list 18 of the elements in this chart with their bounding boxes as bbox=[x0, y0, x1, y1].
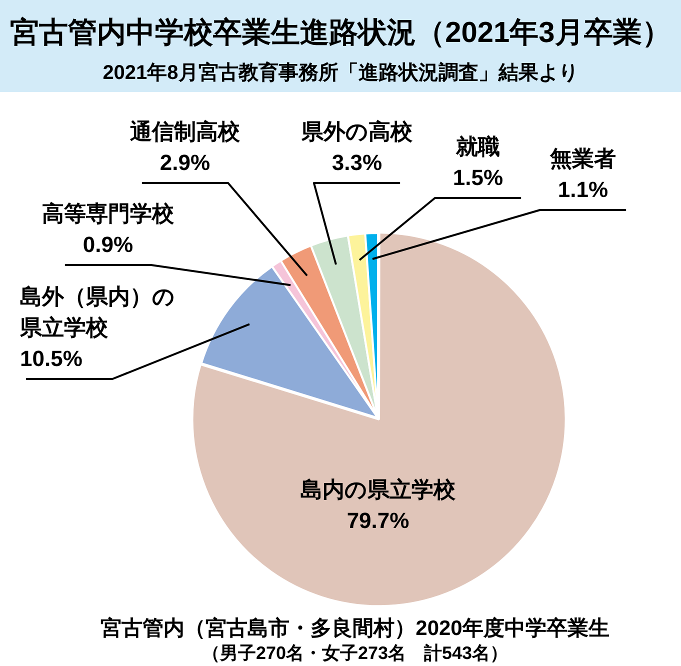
data-label: 79.7% bbox=[346, 508, 410, 534]
slice-label: 無業者 bbox=[549, 146, 616, 172]
chart-title: 宮古管内中学校卒業生進路状況（2021年3月卒業） bbox=[9, 16, 672, 51]
slice-label: 高等専門学校 bbox=[42, 201, 175, 226]
text: （男子270名・女子273名 計543名） bbox=[200, 642, 510, 664]
slice-label: 通信制高校 bbox=[129, 119, 241, 144]
chart-subtitle: 2021年8月宮古教育事務所「進路状況調査」結果より bbox=[102, 60, 580, 86]
data-label: 0.9% bbox=[82, 232, 134, 258]
data-label: 2.9% bbox=[160, 150, 210, 176]
data-label: 1.1% bbox=[558, 177, 608, 202]
data-label: 3.3% bbox=[332, 150, 382, 176]
slice-label: 県外の高校 bbox=[300, 119, 414, 144]
slice-label: 島内の県立学校 bbox=[300, 477, 456, 502]
slice-label: 島外（県内）の県立学校 bbox=[19, 284, 175, 340]
data-label: 1.5% bbox=[452, 165, 504, 190]
data-label: 10.5% bbox=[20, 346, 82, 372]
text: 宮古管内（宮古島市・多良間村）2020年度中学卒業生 bbox=[100, 616, 610, 642]
slice-label: 就職 bbox=[455, 134, 500, 160]
